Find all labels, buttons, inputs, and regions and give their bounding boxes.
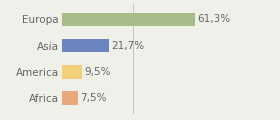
Bar xyxy=(62,12,195,26)
Text: 9,5%: 9,5% xyxy=(85,67,111,77)
Text: 21,7%: 21,7% xyxy=(111,41,144,51)
Text: 61,3%: 61,3% xyxy=(197,14,230,24)
Text: 7,5%: 7,5% xyxy=(80,93,107,103)
Bar xyxy=(62,65,82,79)
Bar xyxy=(62,39,109,52)
Bar xyxy=(62,91,78,105)
